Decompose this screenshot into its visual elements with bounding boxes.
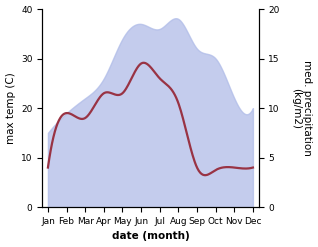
Y-axis label: med. precipitation
(kg/m2): med. precipitation (kg/m2): [291, 60, 313, 156]
Y-axis label: max temp (C): max temp (C): [5, 72, 16, 144]
X-axis label: date (month): date (month): [112, 231, 189, 242]
